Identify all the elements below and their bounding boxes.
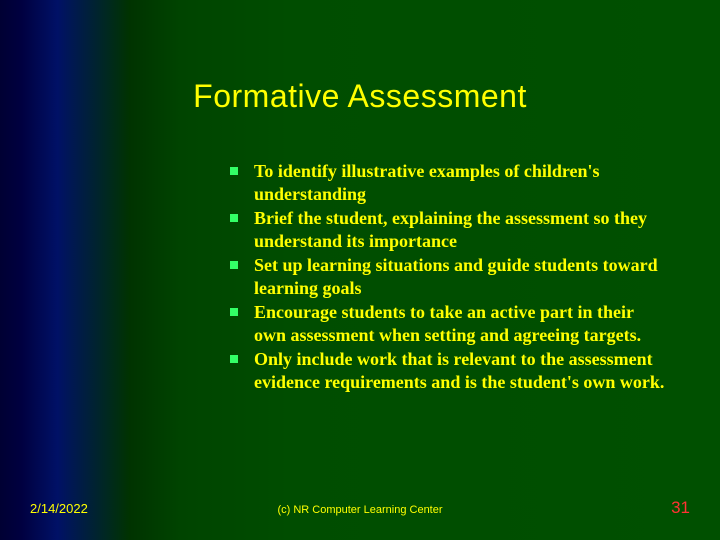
list-item: Only include work that is relevant to th…: [250, 348, 670, 393]
list-item: Set up learning situations and guide stu…: [250, 254, 670, 299]
square-bullet-icon: [230, 308, 238, 316]
square-bullet-icon: [230, 214, 238, 222]
slide-body: To identify illustrative examples of chi…: [250, 160, 670, 395]
footer-page-number: 31: [671, 498, 690, 518]
list-item: Brief the student, explaining the assess…: [250, 207, 670, 252]
bullet-text: Only include work that is relevant to th…: [254, 348, 670, 393]
bullet-text: To identify illustrative examples of chi…: [254, 160, 670, 205]
slide: Formative Assessment To identify illustr…: [0, 0, 720, 540]
footer-copyright: (c) NR Computer Learning Center: [0, 504, 720, 516]
square-bullet-icon: [230, 261, 238, 269]
square-bullet-icon: [230, 167, 238, 175]
slide-title: Formative Assessment: [0, 78, 720, 115]
bullet-text: Encourage students to take an active par…: [254, 301, 670, 346]
square-bullet-icon: [230, 355, 238, 363]
list-item: Encourage students to take an active par…: [250, 301, 670, 346]
list-item: To identify illustrative examples of chi…: [250, 160, 670, 205]
bullet-text: Brief the student, explaining the assess…: [254, 207, 670, 252]
bullet-text: Set up learning situations and guide stu…: [254, 254, 670, 299]
